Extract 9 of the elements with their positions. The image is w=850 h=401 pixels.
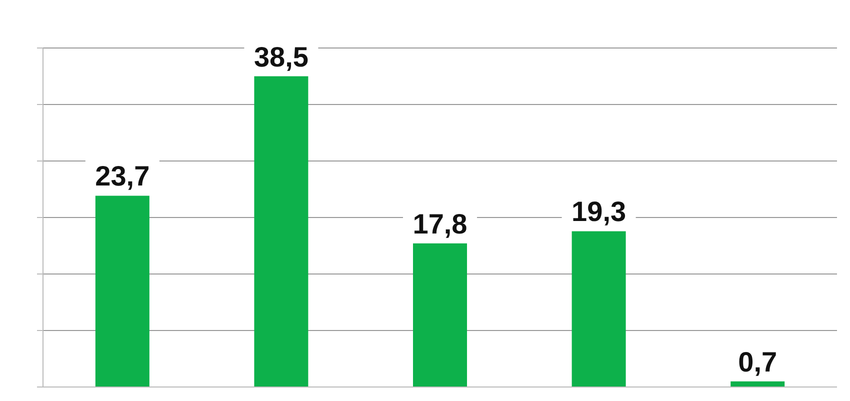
bar xyxy=(95,196,150,387)
data-label: 17,8 xyxy=(412,208,468,240)
bar xyxy=(413,243,468,387)
data-label: 23,7 xyxy=(95,160,150,192)
data-label: 19,3 xyxy=(572,196,626,228)
data-label: 0,7 xyxy=(738,346,778,378)
bar xyxy=(572,231,626,387)
data-label: 38,5 xyxy=(254,41,308,72)
bar xyxy=(254,76,308,387)
